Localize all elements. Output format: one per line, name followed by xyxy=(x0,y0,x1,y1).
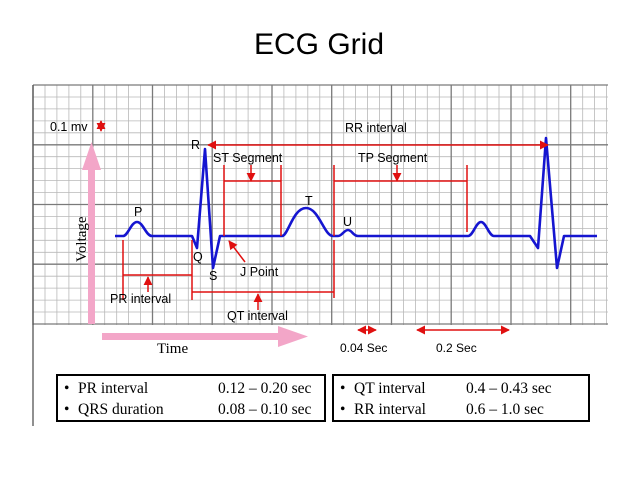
bullet: • xyxy=(64,400,70,418)
pr-interval-label: PR interval xyxy=(110,292,171,306)
page-title: ECG Grid xyxy=(253,28,385,61)
legend-value: 0.12 – 0.20 sec xyxy=(218,379,312,397)
legend-row: • QRS duration 0.08 – 0.10 sec xyxy=(64,399,318,420)
legend-value: 0.4 – 0.43 sec xyxy=(466,379,552,397)
legend-row: • QT interval 0.4 – 0.43 sec xyxy=(340,378,582,399)
bullet: • xyxy=(340,400,346,418)
wave-r-label: R xyxy=(191,138,200,152)
wave-q-label: Q xyxy=(193,250,203,264)
bullet: • xyxy=(340,379,346,397)
legend-name: RR interval xyxy=(354,400,426,418)
small-box-label: 0.04 Sec xyxy=(340,341,387,355)
large-box-label: 0.2 Sec xyxy=(436,341,477,355)
bullet: • xyxy=(64,379,70,397)
wave-p-label: P xyxy=(134,205,142,219)
voltage-axis-arrow xyxy=(82,142,101,324)
st-segment-label: ST Segment xyxy=(213,151,283,165)
legend-name: PR interval xyxy=(78,379,149,397)
annotation-lines xyxy=(96,120,549,335)
tp-segment-label: TP Segment xyxy=(358,151,428,165)
legend-value: 0.6 – 1.0 sec xyxy=(466,400,544,418)
legend-name: QT interval xyxy=(354,379,426,397)
time-axis-arrow xyxy=(102,326,308,347)
voltage-scale-label: 0.1 mv xyxy=(50,120,88,134)
legend-row: • RR interval 0.6 – 1.0 sec xyxy=(340,399,582,420)
legend-box-right: • QT interval 0.4 – 0.43 sec • RR interv… xyxy=(332,374,590,422)
j-point-label: J Point xyxy=(240,265,279,279)
rr-interval-label: RR interval xyxy=(345,121,407,135)
legend-name: QRS duration xyxy=(78,400,164,418)
ecg-trace xyxy=(115,136,597,270)
grid-major xyxy=(32,84,608,325)
wave-s-label: S xyxy=(209,269,217,283)
legend-value: 0.08 – 0.10 sec xyxy=(218,400,312,418)
qt-interval-label: QT interval xyxy=(227,309,288,323)
legend-box-left: • PR interval 0.12 – 0.20 sec • QRS dura… xyxy=(56,374,326,422)
voltage-axis-label: Voltage xyxy=(74,216,90,262)
time-axis-label: Time xyxy=(157,341,188,357)
legend-row: • PR interval 0.12 – 0.20 sec xyxy=(64,378,318,399)
wave-u-label: U xyxy=(343,215,352,229)
wave-t-label: T xyxy=(305,194,313,208)
